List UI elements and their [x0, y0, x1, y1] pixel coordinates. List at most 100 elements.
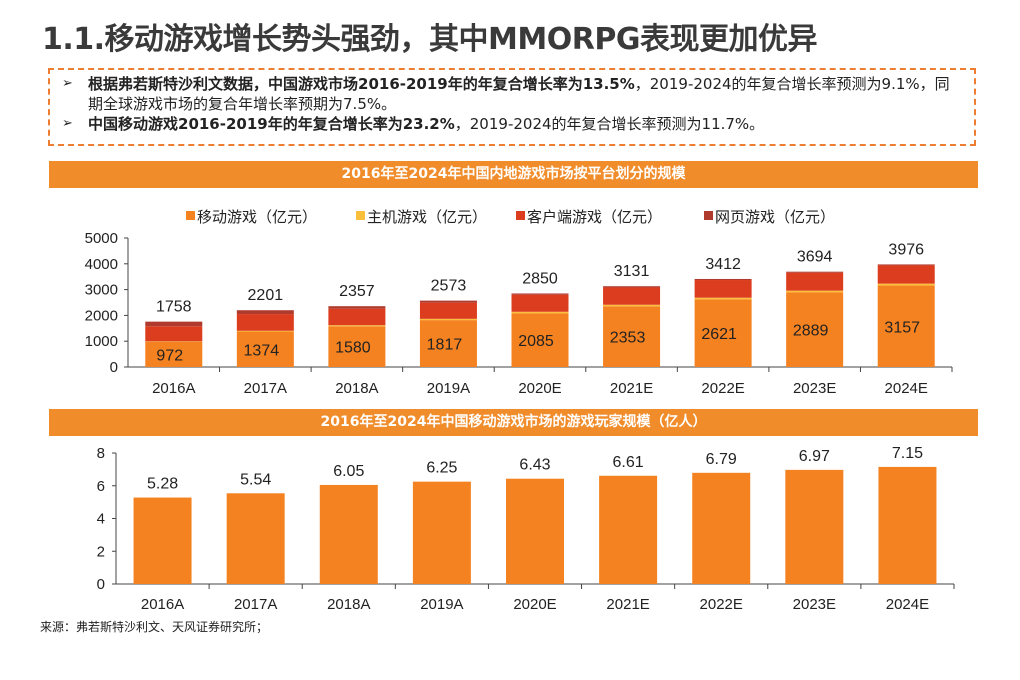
bar-segment — [877, 283, 935, 286]
arrowhead-icon: ➢ — [62, 76, 73, 91]
y-tick-label: 6 — [97, 478, 105, 495]
bullet-1-text: ，2019-2024的年复合增长率预测为9.1%，同期全球游戏市场的复合年增长率… — [88, 75, 950, 113]
bar-segment — [603, 304, 661, 307]
bar-segment — [328, 325, 386, 327]
total-label: 3976 — [888, 241, 924, 258]
bar-segment — [877, 264, 935, 266]
bar-segment — [145, 321, 203, 327]
total-label: 3694 — [797, 249, 833, 266]
legend-label: 网页游戏（亿元） — [715, 209, 835, 226]
total-label: 2850 — [522, 270, 558, 287]
data-label: 6.61 — [613, 454, 644, 471]
bullet-1: ➢ 根据弗若斯特沙利文数据，中国游戏市场2016-2019年的年复合增长率为13… — [62, 74, 964, 114]
y-tick-label: 8 — [97, 445, 105, 462]
x-tick-label: 2021E — [606, 596, 649, 613]
bar-segment — [145, 326, 203, 342]
legend-label: 主机游戏（亿元） — [367, 209, 487, 226]
bar-segment — [694, 297, 752, 300]
data-label: 6.25 — [426, 460, 457, 477]
total-label: 2357 — [339, 283, 375, 300]
x-tick-label: 2020E — [518, 380, 561, 397]
data-label: 2889 — [793, 323, 829, 340]
bar-segment — [603, 287, 661, 305]
bar-segment — [694, 278, 752, 281]
legend-label: 移动游戏（亿元） — [197, 209, 317, 226]
bar-segment — [236, 314, 294, 331]
source-note: 来源：弗若斯特沙利文、天风证券研究所； — [40, 620, 269, 634]
bar-segment — [786, 272, 844, 291]
bar-segment — [145, 341, 203, 367]
bar — [412, 481, 471, 584]
bar — [785, 469, 844, 584]
x-tick-label: 2024E — [885, 380, 928, 397]
y-tick-label: 0 — [110, 359, 118, 376]
bar-segment — [877, 285, 935, 367]
data-label: 6.05 — [333, 463, 364, 480]
bar-segment — [328, 326, 386, 367]
bullet-2: ➢ 中国移动游戏2016-2019年的年复合增长率为23.2%，2019-202… — [62, 114, 964, 134]
summary-box: ➢ 根据弗若斯特沙利文数据，中国游戏市场2016-2019年的年复合增长率为13… — [48, 68, 976, 146]
y-tick-label: 4 — [97, 511, 105, 528]
chart-1-title: 2016年至2024年中国内地游戏市场按平台划分的规模 — [49, 161, 978, 188]
data-label: 1817 — [427, 337, 463, 354]
bar-segment — [603, 306, 661, 367]
bar-segment — [419, 318, 477, 321]
x-tick-label: 2016A — [152, 380, 195, 397]
data-label: 6.79 — [706, 451, 737, 468]
x-tick-label: 2022E — [700, 596, 743, 613]
bullet-2-bold: 中国移动游戏2016-2019年的年复合增长率为23.2% — [88, 115, 455, 133]
total-label: 2201 — [248, 287, 284, 304]
legend-swatch — [356, 211, 365, 220]
bar — [599, 475, 658, 584]
x-tick-label: 2018A — [327, 596, 370, 613]
bar-segment — [328, 306, 386, 309]
x-tick-label: 2017A — [234, 596, 277, 613]
legend-swatch — [186, 211, 195, 220]
y-tick-label: 4000 — [85, 256, 118, 273]
data-label: 2621 — [701, 326, 737, 343]
bar-segment — [236, 310, 294, 315]
total-label: 3131 — [614, 263, 650, 280]
x-tick-label: 2017A — [244, 380, 287, 397]
data-label: 972 — [156, 347, 183, 364]
data-label: 6.97 — [799, 448, 830, 465]
data-label: 7.15 — [892, 445, 923, 462]
x-tick-label: 2022E — [701, 380, 744, 397]
bar-segment — [694, 280, 752, 298]
arrowhead-icon: ➢ — [62, 116, 73, 131]
x-tick-label: 2023E — [793, 596, 836, 613]
data-label: 2085 — [518, 333, 554, 350]
data-label: 3157 — [884, 319, 920, 336]
bar-segment — [511, 313, 569, 367]
x-tick-label: 2024E — [886, 596, 929, 613]
chart-2-title: 2016年至2024年中国移动游戏市场的游戏玩家规模（亿人） — [49, 409, 978, 436]
bar-segment — [328, 308, 386, 326]
bar-segment — [603, 286, 661, 288]
bar-segment — [511, 294, 569, 312]
y-tick-label: 2000 — [85, 307, 118, 324]
bar-segment — [786, 271, 844, 273]
x-tick-label: 2023E — [793, 380, 836, 397]
slide-title: 1.1.移动游戏增长势头强劲，其中MMORPG表现更加优异 — [42, 22, 817, 57]
bar — [226, 493, 285, 584]
bar — [878, 466, 937, 584]
x-tick-label: 2016A — [141, 596, 184, 613]
bar — [319, 484, 378, 584]
bar-segment — [694, 299, 752, 367]
y-tick-label: 3000 — [85, 282, 118, 299]
data-label: 1580 — [335, 340, 371, 357]
bar — [133, 497, 192, 584]
bar-segment — [419, 320, 477, 367]
legend-label: 客户端游戏（亿元） — [527, 209, 662, 226]
bullet-1-bold: 根据弗若斯特沙利文数据，中国游戏市场2016-2019年的年复合增长率为13.5… — [88, 75, 635, 93]
bar-segment — [877, 265, 935, 284]
x-tick-label: 2019A — [427, 380, 470, 397]
bar-segment — [236, 330, 294, 332]
bar-segment — [236, 331, 294, 367]
bar-segment — [419, 302, 477, 319]
bar-segment — [145, 341, 203, 342]
x-tick-label: 2021E — [610, 380, 653, 397]
y-tick-label: 2 — [97, 543, 105, 560]
